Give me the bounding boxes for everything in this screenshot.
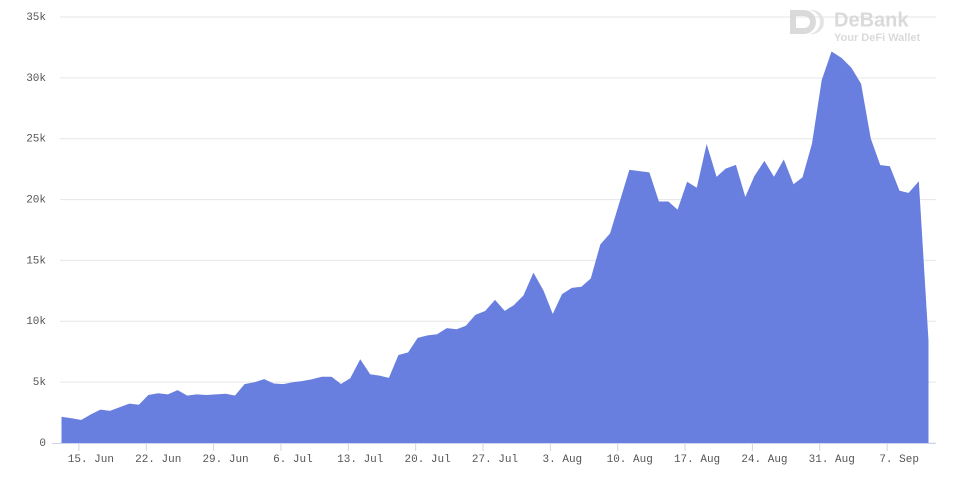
x-tick-label: 13. Jul — [337, 454, 383, 466]
y-tick-label: 20k — [26, 194, 46, 206]
x-tick-label: 15. Jun — [68, 454, 114, 466]
area — [61, 51, 929, 444]
plot: 0 5k 10k 15k 20k 25k 30k 35k 15. Jun 22. Jun 29. J… — [26, 12, 936, 466]
x-tick-label: 10. Aug — [607, 454, 653, 466]
y-tick-label: 10k — [26, 316, 46, 328]
y-tick-label: 25k — [26, 134, 46, 146]
watermark-tagline: Your DeFi Wallet — [834, 32, 921, 44]
y-tick-label: 0 — [39, 438, 46, 450]
x-tick-label: 22. Jun — [135, 454, 181, 466]
x-tick-label: 27. Jul — [472, 454, 518, 466]
x-tick-label: 17. Aug — [674, 454, 720, 466]
x-tick-label: 20. Jul — [405, 454, 451, 466]
watermark-logo — [790, 10, 816, 34]
x-tick-label: 29. Jun — [202, 454, 248, 466]
watermark-name: DeBank — [834, 9, 909, 31]
watermark-logo-part — [808, 10, 824, 34]
y-tick-label: 35k — [26, 12, 46, 24]
y-tick-label: 30k — [26, 73, 46, 85]
x-tick-label: 6. Jul — [273, 454, 313, 466]
x-tick-label: 24. Aug — [741, 454, 787, 466]
x-tick-label: 31. Aug — [809, 454, 855, 466]
x-tick-label: 7. Sep — [879, 454, 919, 466]
y-tick-label: 5k — [33, 377, 47, 389]
x-tick-label: 3. Aug — [543, 454, 583, 466]
watermark: DeBank Your DeFi Wallet — [790, 9, 921, 44]
y-tick-label: 15k — [26, 255, 46, 267]
